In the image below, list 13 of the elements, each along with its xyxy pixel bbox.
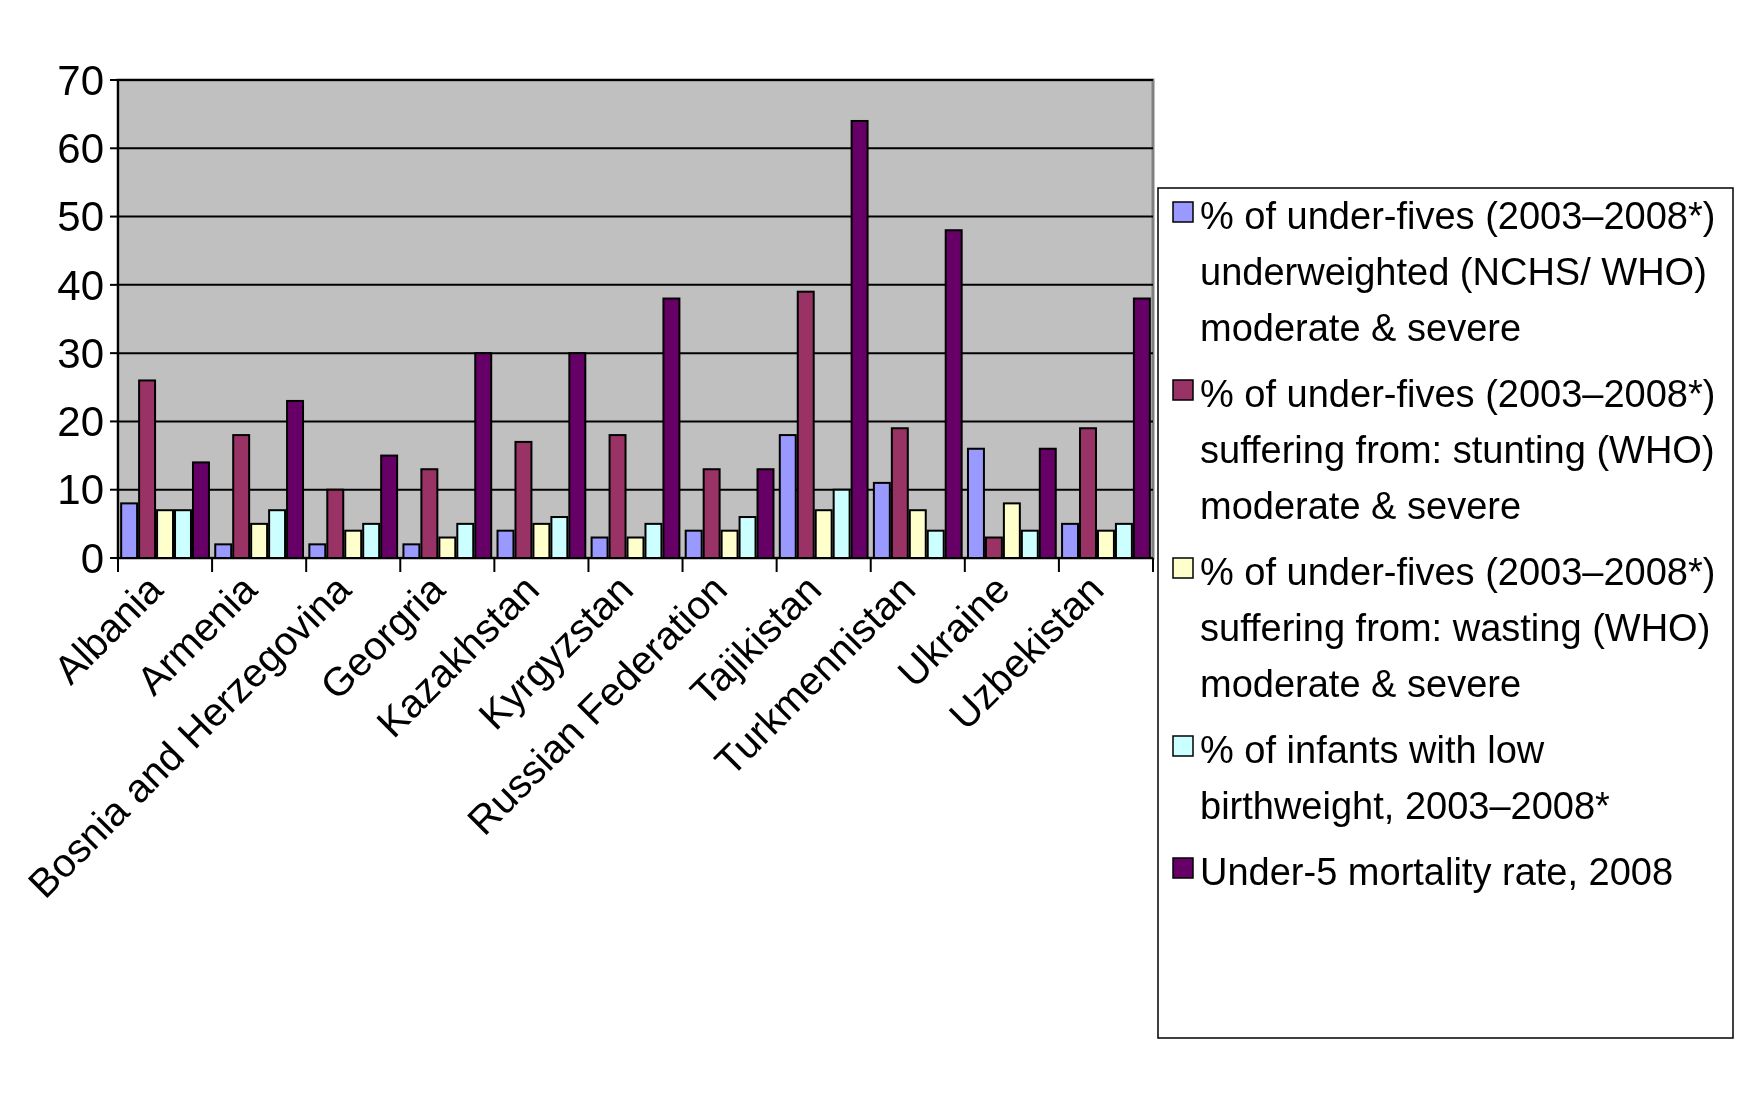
legend-label: % of infants with low birthweight, 2003–2008* [1200,729,1611,828]
y-tick-label: 20 [57,398,104,446]
y-tick-label: 70 [57,56,104,104]
legend-label: % of under-fives (2003–2008*) suffering from: wasting (WHO) moderate & severe [1200,551,1716,706]
y-tick-label: 50 [57,193,104,241]
y-tick-label: 40 [57,261,104,309]
y-tick-label: 0 [80,534,104,582]
legend-label: % of under-fives (2003–2008*) suffering from: stunting (WHO) moderate & severe [1200,373,1716,528]
legend-label: % of under-fives (2003–2008*) underweighted (NCHS/ WHO) moderate & severe [1200,195,1716,350]
y-tick-label: 60 [57,124,104,172]
y-tick-label: 30 [57,329,104,377]
legend-label: Under-5 mortality rate, 2008 [1200,851,1674,894]
y-tick-label: 10 [57,466,104,514]
